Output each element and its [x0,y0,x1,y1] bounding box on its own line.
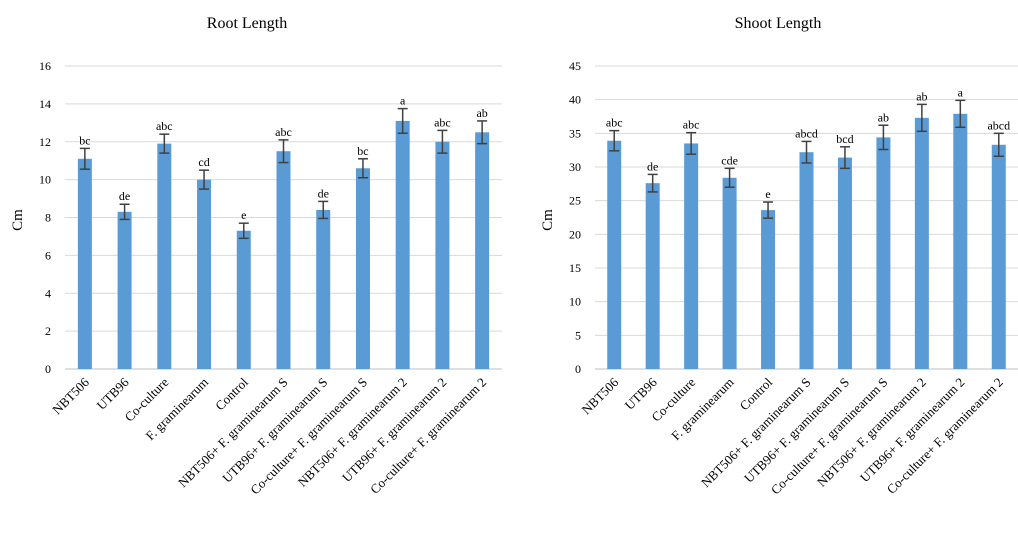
bar [395,120,410,369]
y-tick-label: 2 [45,324,51,338]
bar [607,140,622,369]
significance-label: bc [79,133,90,147]
y-tick-label: 0 [575,362,581,376]
significance-label: abc [275,125,292,139]
root-length-chart: Root Length Cm 0 2 4 6 8 10 12 14 16 bc NBT506 de UTB9… [10,15,502,497]
y-tick-label: 40 [569,93,581,107]
bar [236,230,251,369]
significance-label: abc [156,119,173,133]
bar [117,211,132,369]
significance-label: de [647,159,658,173]
significance-label: abc [683,118,700,132]
y-axis-label: Cm [10,209,26,231]
x-tick-label: Control [212,374,251,413]
significance-label: a [400,94,406,108]
shoot-length-chart: Shoot Length Cm 0 5 10 15 20 25 30 35 40 45 abc NBT50… [540,15,1018,497]
y-tick-label: 10 [39,173,51,187]
y-tick-label: 6 [45,248,51,262]
bar [799,152,814,369]
x-tick-label: NBT506 [579,374,622,417]
significance-label: a [958,85,964,99]
y-tick-label: 16 [39,59,51,73]
x-tick-label: NBT506 [49,374,92,417]
bar [77,158,92,369]
bar [722,177,737,369]
significance-label: de [119,189,130,203]
bar [435,141,450,369]
significance-label: bcd [836,132,853,146]
y-tick-label: 35 [569,126,581,140]
significance-label: abcd [795,126,818,140]
y-tick-label: 20 [569,227,581,241]
bar [914,117,929,369]
y-axis-label: Cm [540,209,556,231]
y-tick-label: 10 [569,295,581,309]
bar [355,168,370,369]
chart-title: Root Length [207,15,287,32]
bar [991,144,1006,369]
bar [475,132,490,369]
y-tick-label: 45 [569,59,581,73]
significance-label: bc [357,144,368,158]
y-tick-label: 25 [569,194,581,208]
bar [876,137,891,369]
significance-label: abc [606,116,623,130]
significance-label: de [318,186,329,200]
significance-label: ab [916,89,927,103]
bar [197,179,212,369]
significance-label: abcd [987,118,1010,132]
y-tick-label: 14 [39,97,51,111]
significance-label: e [241,208,246,222]
y-tick-label: 12 [39,135,51,149]
bar [316,209,331,369]
x-tick-label: UTB96 [94,374,133,413]
y-tick-label: 8 [45,211,51,225]
significance-label: ab [476,106,487,120]
y-tick-label: 30 [569,160,581,174]
y-tick-label: 4 [45,286,51,300]
bar [953,113,968,369]
y-tick-label: 0 [45,362,51,376]
bar [684,143,699,369]
bar [157,143,172,369]
significance-label: cd [198,155,209,169]
bar [837,157,852,369]
bar [645,183,660,369]
significance-label: abc [434,115,451,129]
chart-title: Shoot Length [735,15,822,32]
significance-label: ab [878,110,889,124]
bar [761,210,776,369]
y-tick-label: 5 [575,328,581,342]
significance-label: cde [721,153,738,167]
bar [276,151,291,369]
significance-label: e [765,187,770,201]
y-tick-label: 15 [569,261,581,275]
